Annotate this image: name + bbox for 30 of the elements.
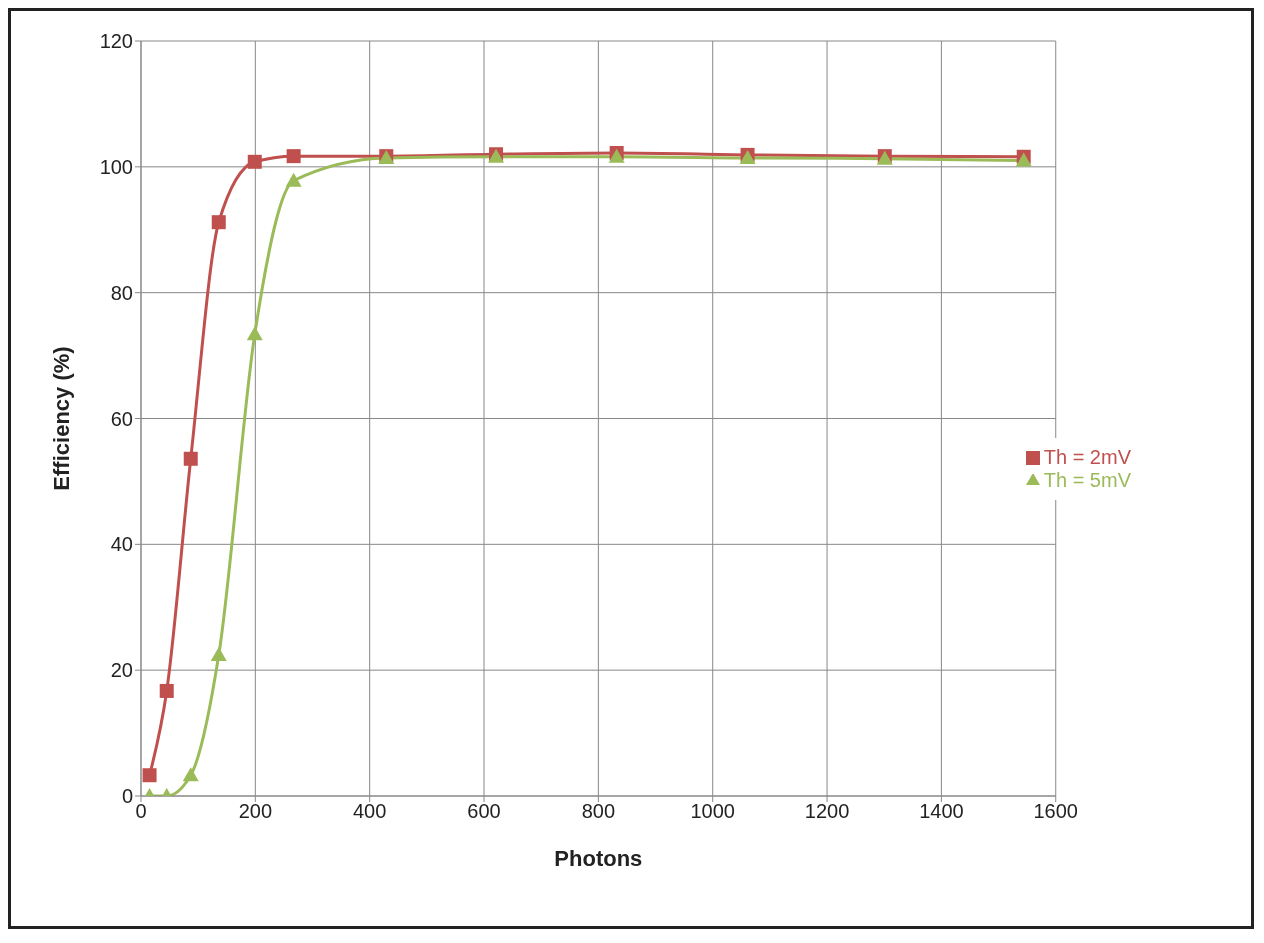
- x-tick-label: 1600: [1033, 800, 1078, 823]
- point: [210, 647, 227, 662]
- y-tick-label: 40: [110, 533, 133, 556]
- x-tick-label: 0: [135, 800, 147, 823]
- point: [211, 215, 226, 230]
- y-axis-title: Efficiency (%): [48, 346, 74, 491]
- point: [142, 768, 157, 783]
- point: [285, 172, 302, 187]
- x-tick-label: 1000: [690, 800, 735, 823]
- point: [182, 767, 199, 782]
- x-tick-label: 1200: [804, 800, 850, 823]
- point: [246, 326, 263, 341]
- y-tick-label: 60: [110, 407, 133, 430]
- point: [159, 683, 174, 698]
- legend-label: Th = 2mV: [1043, 445, 1131, 468]
- point: [183, 451, 198, 466]
- x-tick-label: 800: [581, 800, 616, 823]
- point: [247, 154, 262, 169]
- legend-label: Th = 5mV: [1043, 468, 1131, 491]
- x-tick-label: 400: [353, 800, 387, 823]
- y-tick-label: 20: [110, 659, 133, 682]
- point: [286, 149, 301, 164]
- x-tick-label: 200: [238, 800, 273, 823]
- x-tick-label: 1400: [919, 800, 964, 823]
- y-tick-label: 0: [121, 785, 133, 808]
- x-axis-title: Photons: [554, 846, 643, 871]
- y-tick-label: 80: [110, 281, 133, 304]
- y-tick-label: 120: [99, 30, 133, 53]
- y-tick-label: 100: [99, 155, 133, 178]
- x-tick-label: 600: [467, 800, 501, 823]
